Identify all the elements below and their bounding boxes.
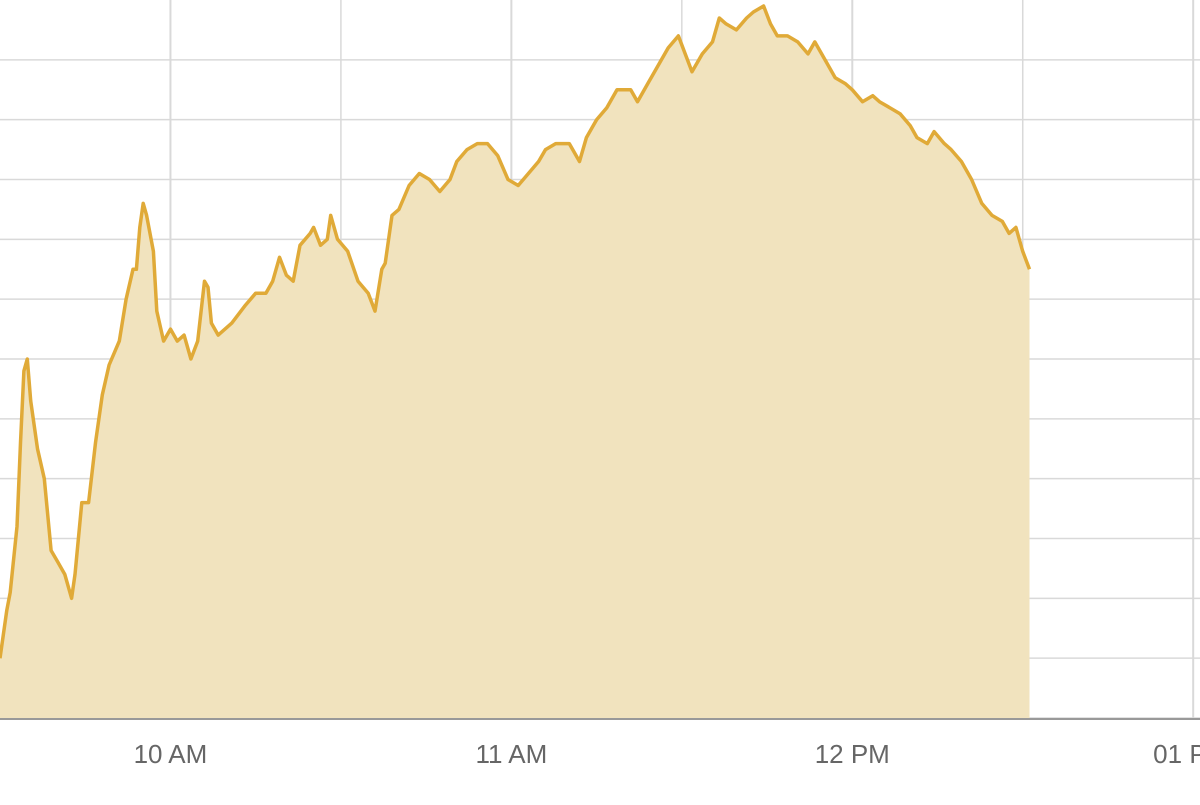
x-axis-tick-labels: 10 AM 11 AM 12 PM 01 PM bbox=[134, 739, 1200, 769]
x-tick-label: 12 PM bbox=[815, 739, 890, 769]
area-fill bbox=[0, 6, 1030, 718]
x-tick-label: 11 AM bbox=[475, 739, 547, 769]
x-tick-label: 10 AM bbox=[134, 739, 208, 769]
series-line bbox=[0, 4, 1032, 659]
x-tick-label: 01 PM bbox=[1153, 739, 1200, 769]
